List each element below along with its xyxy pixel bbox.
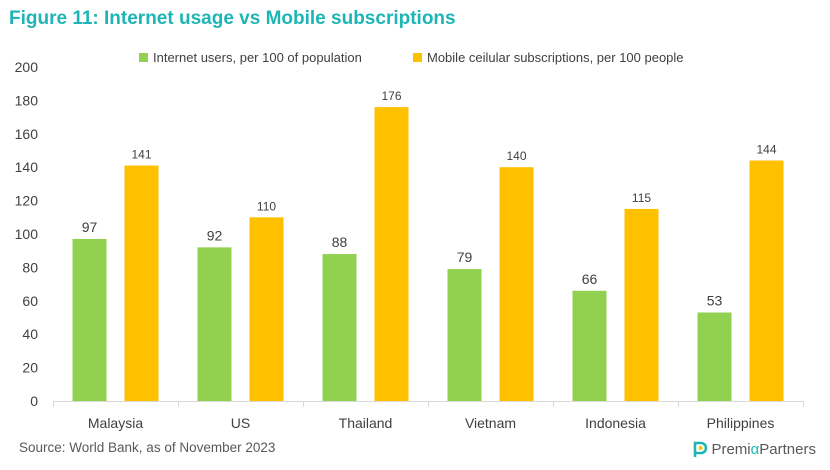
data-label: 176 — [381, 89, 401, 103]
premia-logo-icon — [694, 441, 708, 457]
data-label: 88 — [332, 234, 348, 250]
x-tick-label: Philippines — [707, 415, 775, 431]
bar-internet-users — [197, 247, 232, 401]
y-tick-label: 60 — [22, 293, 38, 309]
data-label: 115 — [632, 191, 651, 205]
data-label: 97 — [82, 219, 98, 235]
legend-label-internet: Internet users, per 100 of population — [153, 50, 362, 65]
bar-mobile-subscriptions — [749, 160, 784, 401]
legend-swatch-mobile — [413, 53, 422, 62]
data-label: 110 — [257, 199, 276, 213]
y-tick-label: 40 — [22, 326, 38, 342]
y-tick-label: 200 — [15, 59, 39, 75]
data-label: 53 — [707, 292, 723, 308]
legend-swatch-internet — [139, 53, 148, 62]
brand-name-part2: Partners — [759, 440, 816, 458]
data-label: 92 — [207, 227, 223, 243]
data-label: 140 — [506, 149, 526, 163]
bar-internet-users — [697, 312, 732, 401]
bar-mobile-subscriptions — [499, 167, 534, 401]
y-tick-label: 140 — [15, 159, 39, 175]
source-note: Source: World Bank, as of November 2023 — [19, 440, 276, 455]
data-label: 66 — [582, 271, 598, 287]
y-tick-label: 160 — [15, 126, 39, 142]
data-label: 79 — [457, 249, 473, 265]
bar-mobile-subscriptions — [624, 208, 659, 401]
y-tick-label: 100 — [15, 226, 39, 242]
bar-internet-users — [447, 269, 482, 401]
legend-item-internet: Internet users, per 100 of population — [139, 50, 362, 65]
x-tick-label: Vietnam — [465, 415, 516, 431]
chart-legend: Internet users, per 100 of population Mo… — [0, 50, 830, 70]
x-tick-label: Indonesia — [585, 415, 646, 431]
bar-internet-users — [322, 254, 357, 401]
figure-title: Figure 11: Internet usage vs Mobile subs… — [9, 8, 456, 29]
data-label: 144 — [756, 143, 776, 157]
brand-name-alpha: α — [750, 440, 760, 458]
bar-mobile-subscriptions — [124, 165, 159, 401]
x-tick-label: Malaysia — [88, 415, 143, 431]
bar-mobile-subscriptions — [374, 107, 409, 401]
y-tick-label: 20 — [22, 360, 38, 376]
brand-name-part1: Premi — [711, 440, 751, 458]
bar-mobile-subscriptions — [249, 217, 284, 401]
legend-item-mobile: Mobile ceilular subscriptions, per 100 p… — [413, 50, 684, 65]
brand-logo: Premi α Partners — [692, 440, 816, 458]
data-label: 141 — [131, 148, 151, 162]
bar-internet-users — [572, 290, 607, 401]
x-tick-label: Thailand — [339, 415, 393, 431]
y-tick-label: 0 — [30, 393, 38, 409]
y-tick-label: 120 — [15, 193, 39, 209]
y-tick-label: 180 — [15, 92, 39, 108]
bar-internet-users — [72, 239, 107, 401]
legend-label-mobile: Mobile ceilular subscriptions, per 100 p… — [427, 50, 684, 65]
y-tick-label: 80 — [22, 259, 38, 275]
x-tick-label: US — [231, 415, 250, 431]
